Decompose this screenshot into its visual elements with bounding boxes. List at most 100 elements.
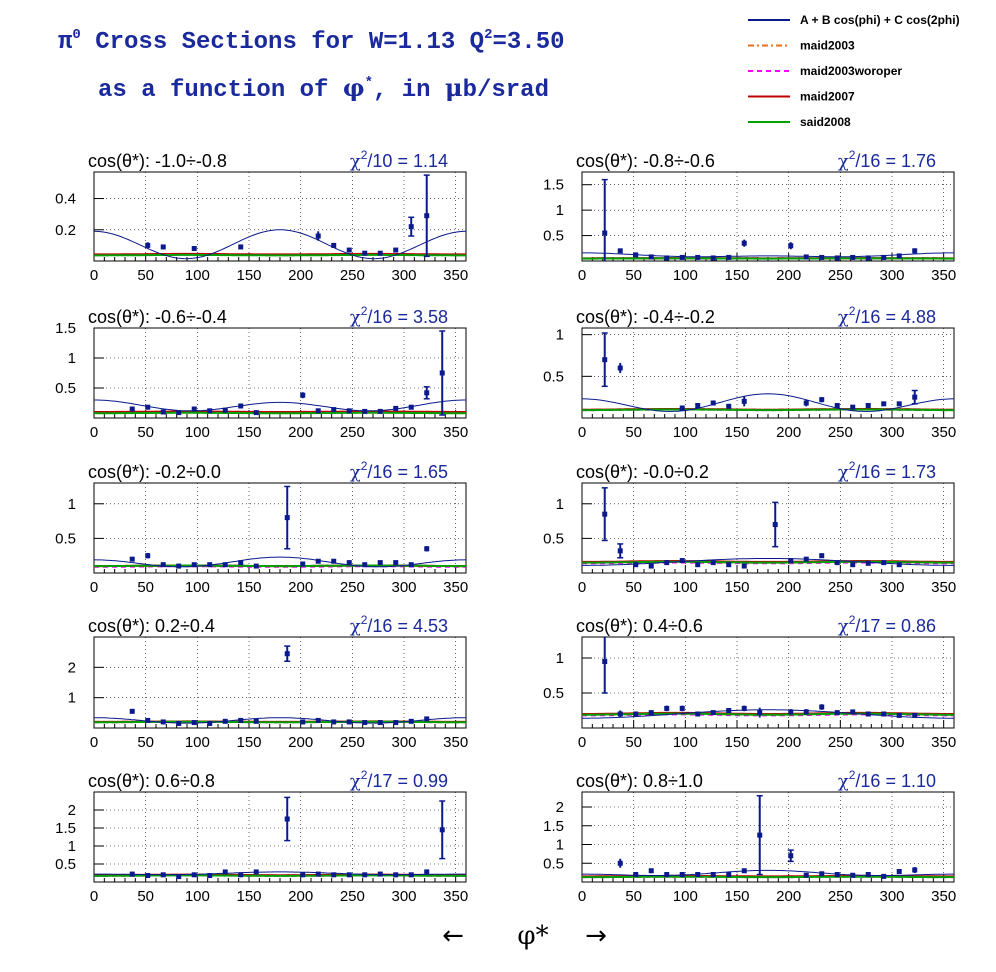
data-point bbox=[408, 718, 414, 724]
chi-text: /16 = 1.73 bbox=[855, 462, 936, 482]
data-point bbox=[741, 398, 747, 404]
x-tick-label: 100 bbox=[673, 579, 698, 596]
data-point bbox=[207, 873, 213, 879]
data-point bbox=[346, 408, 352, 414]
data-point bbox=[679, 872, 685, 877]
chi2-label: χ2/16 = 1.73 bbox=[838, 459, 936, 483]
x-tick-label: 200 bbox=[776, 267, 801, 284]
data-point bbox=[145, 873, 151, 879]
x-tick-label: 50 bbox=[137, 888, 154, 905]
data-point bbox=[865, 560, 871, 566]
chi-sup: 2 bbox=[361, 768, 368, 782]
data-point bbox=[865, 872, 871, 877]
plot-area bbox=[582, 637, 954, 719]
data-point bbox=[881, 873, 887, 879]
data-point bbox=[803, 709, 809, 715]
model-curve-said2008 bbox=[94, 874, 466, 877]
x-tick-label: 200 bbox=[288, 579, 313, 596]
data-point bbox=[207, 720, 213, 726]
x-tick-label: 100 bbox=[673, 267, 698, 284]
x-tick-label: 200 bbox=[288, 888, 313, 905]
panel: 0 50 100 150 200 250 300 350 0.5 1 cos(θ*): -0.0÷0… bbox=[543, 459, 956, 596]
y-tick-label: 1 bbox=[556, 202, 564, 219]
x-tick-label: 100 bbox=[185, 579, 210, 596]
data-point bbox=[300, 561, 306, 567]
data-point bbox=[346, 719, 352, 725]
chi-text: /16 = 4.53 bbox=[367, 616, 448, 636]
x-tick-label: 50 bbox=[137, 579, 154, 596]
chi-text: /16 = 4.88 bbox=[855, 307, 936, 327]
data-point bbox=[679, 405, 685, 411]
data-point bbox=[602, 357, 608, 363]
x-tick-label: 300 bbox=[879, 888, 904, 905]
data-point bbox=[617, 248, 623, 254]
y-tick-label: 0.5 bbox=[55, 856, 76, 873]
legend-label: maid2003woroper bbox=[800, 64, 902, 78]
data-point bbox=[617, 860, 623, 866]
data-point bbox=[129, 556, 135, 562]
panel: 0 50 100 150 200 250 300 350 0.51 1.5 2 cos(θ*): 0.… bbox=[543, 768, 956, 905]
legend-label: A + B cos(phi) + C cos(2phi) bbox=[800, 13, 960, 27]
x-tick-label: 50 bbox=[625, 888, 642, 905]
x-tick-label: 300 bbox=[391, 424, 416, 441]
x-tick-label: 100 bbox=[185, 267, 210, 284]
y-tick-label: 1.5 bbox=[55, 320, 76, 337]
data-point bbox=[222, 562, 228, 568]
chi-sup: 2 bbox=[361, 459, 368, 473]
title-end: =3.50 bbox=[492, 29, 564, 56]
data-point bbox=[362, 408, 368, 414]
data-point bbox=[679, 705, 685, 711]
plot-frame bbox=[581, 171, 955, 262]
data-point bbox=[912, 394, 918, 400]
plot-area bbox=[94, 485, 466, 569]
chi-symbol: χ bbox=[350, 616, 361, 637]
chi-sup: 2 bbox=[849, 459, 856, 473]
chi2-label: χ2/17 = 0.99 bbox=[350, 768, 448, 792]
y-tick-label: 0.5 bbox=[543, 855, 564, 872]
data-point bbox=[819, 553, 825, 559]
x-tick-label: 100 bbox=[673, 424, 698, 441]
y-tick-label: 1 bbox=[68, 350, 76, 367]
x-tick-label: 350 bbox=[931, 267, 956, 284]
y-tick-label: 1 bbox=[68, 690, 76, 707]
data-point bbox=[424, 869, 430, 875]
y-tick-label: 1 bbox=[556, 327, 564, 344]
data-point bbox=[145, 404, 151, 410]
data-point bbox=[176, 563, 182, 569]
x-tick-label: 200 bbox=[288, 734, 313, 751]
x-tick-label: 100 bbox=[673, 888, 698, 905]
data-point bbox=[710, 710, 716, 716]
data-point bbox=[679, 558, 685, 564]
x-tick-label: 300 bbox=[391, 734, 416, 751]
x-right-arrow: → bbox=[585, 921, 607, 951]
chi-text: /16 = 1.76 bbox=[855, 151, 936, 171]
x-tick-label: 300 bbox=[391, 267, 416, 284]
legend: A + B cos(phi) + C cos(2phi) maid2003 maid… bbox=[748, 13, 960, 129]
data-point bbox=[741, 705, 747, 711]
x-tick-label: 350 bbox=[931, 734, 956, 751]
x-tick-label: 150 bbox=[724, 579, 749, 596]
panel-title: cos(θ*): -0.8÷-0.6 bbox=[576, 151, 715, 171]
model-curve-said2008 bbox=[582, 408, 954, 412]
data-point bbox=[881, 560, 887, 566]
x-tick-label: 150 bbox=[236, 267, 261, 284]
data-point bbox=[377, 871, 383, 877]
chi2-label: χ2/17 = 0.86 bbox=[838, 613, 936, 637]
x-tick-label: 150 bbox=[724, 267, 749, 284]
x-tick-label: 50 bbox=[137, 424, 154, 441]
subtitle-mu: μ bbox=[445, 73, 463, 102]
x-tick-label: 150 bbox=[724, 888, 749, 905]
x-tick-label: 300 bbox=[879, 579, 904, 596]
x-tick-label: 200 bbox=[776, 424, 801, 441]
data-point bbox=[602, 230, 608, 236]
data-point bbox=[834, 560, 840, 566]
data-point bbox=[803, 556, 809, 562]
y-tick-label: 1.5 bbox=[543, 177, 564, 194]
chi-sup: 2 bbox=[849, 148, 856, 162]
plot-frame bbox=[93, 791, 467, 883]
chi-sup: 2 bbox=[849, 768, 856, 782]
plot-area bbox=[582, 487, 954, 569]
x-tick-label: 0 bbox=[90, 734, 98, 751]
x-tick-label: 0 bbox=[578, 267, 586, 284]
y-tick-label: 2 bbox=[556, 799, 564, 816]
